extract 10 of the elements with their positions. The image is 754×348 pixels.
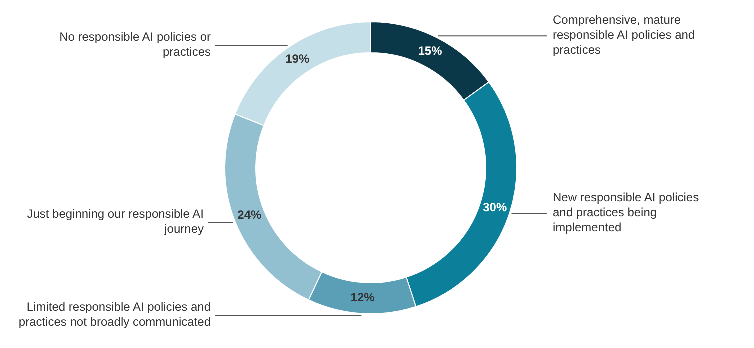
slice-label: Comprehensive, mature responsible AI policies and practices bbox=[553, 13, 696, 58]
slice-label: Just beginning our responsible AI journey bbox=[27, 207, 204, 236]
slice-label: Limited responsible AI policies and practices not broadly communicated bbox=[18, 300, 211, 330]
data-label: 30% bbox=[483, 200, 508, 214]
slice-label: New responsible AI policies and practices being implemented bbox=[553, 190, 700, 235]
data-label: 15% bbox=[418, 44, 443, 58]
slice-label: No responsible AI policies or practices bbox=[60, 30, 211, 60]
data-label: 12% bbox=[350, 290, 376, 304]
data-label: 24% bbox=[238, 208, 262, 222]
data-label: 19% bbox=[286, 52, 310, 66]
